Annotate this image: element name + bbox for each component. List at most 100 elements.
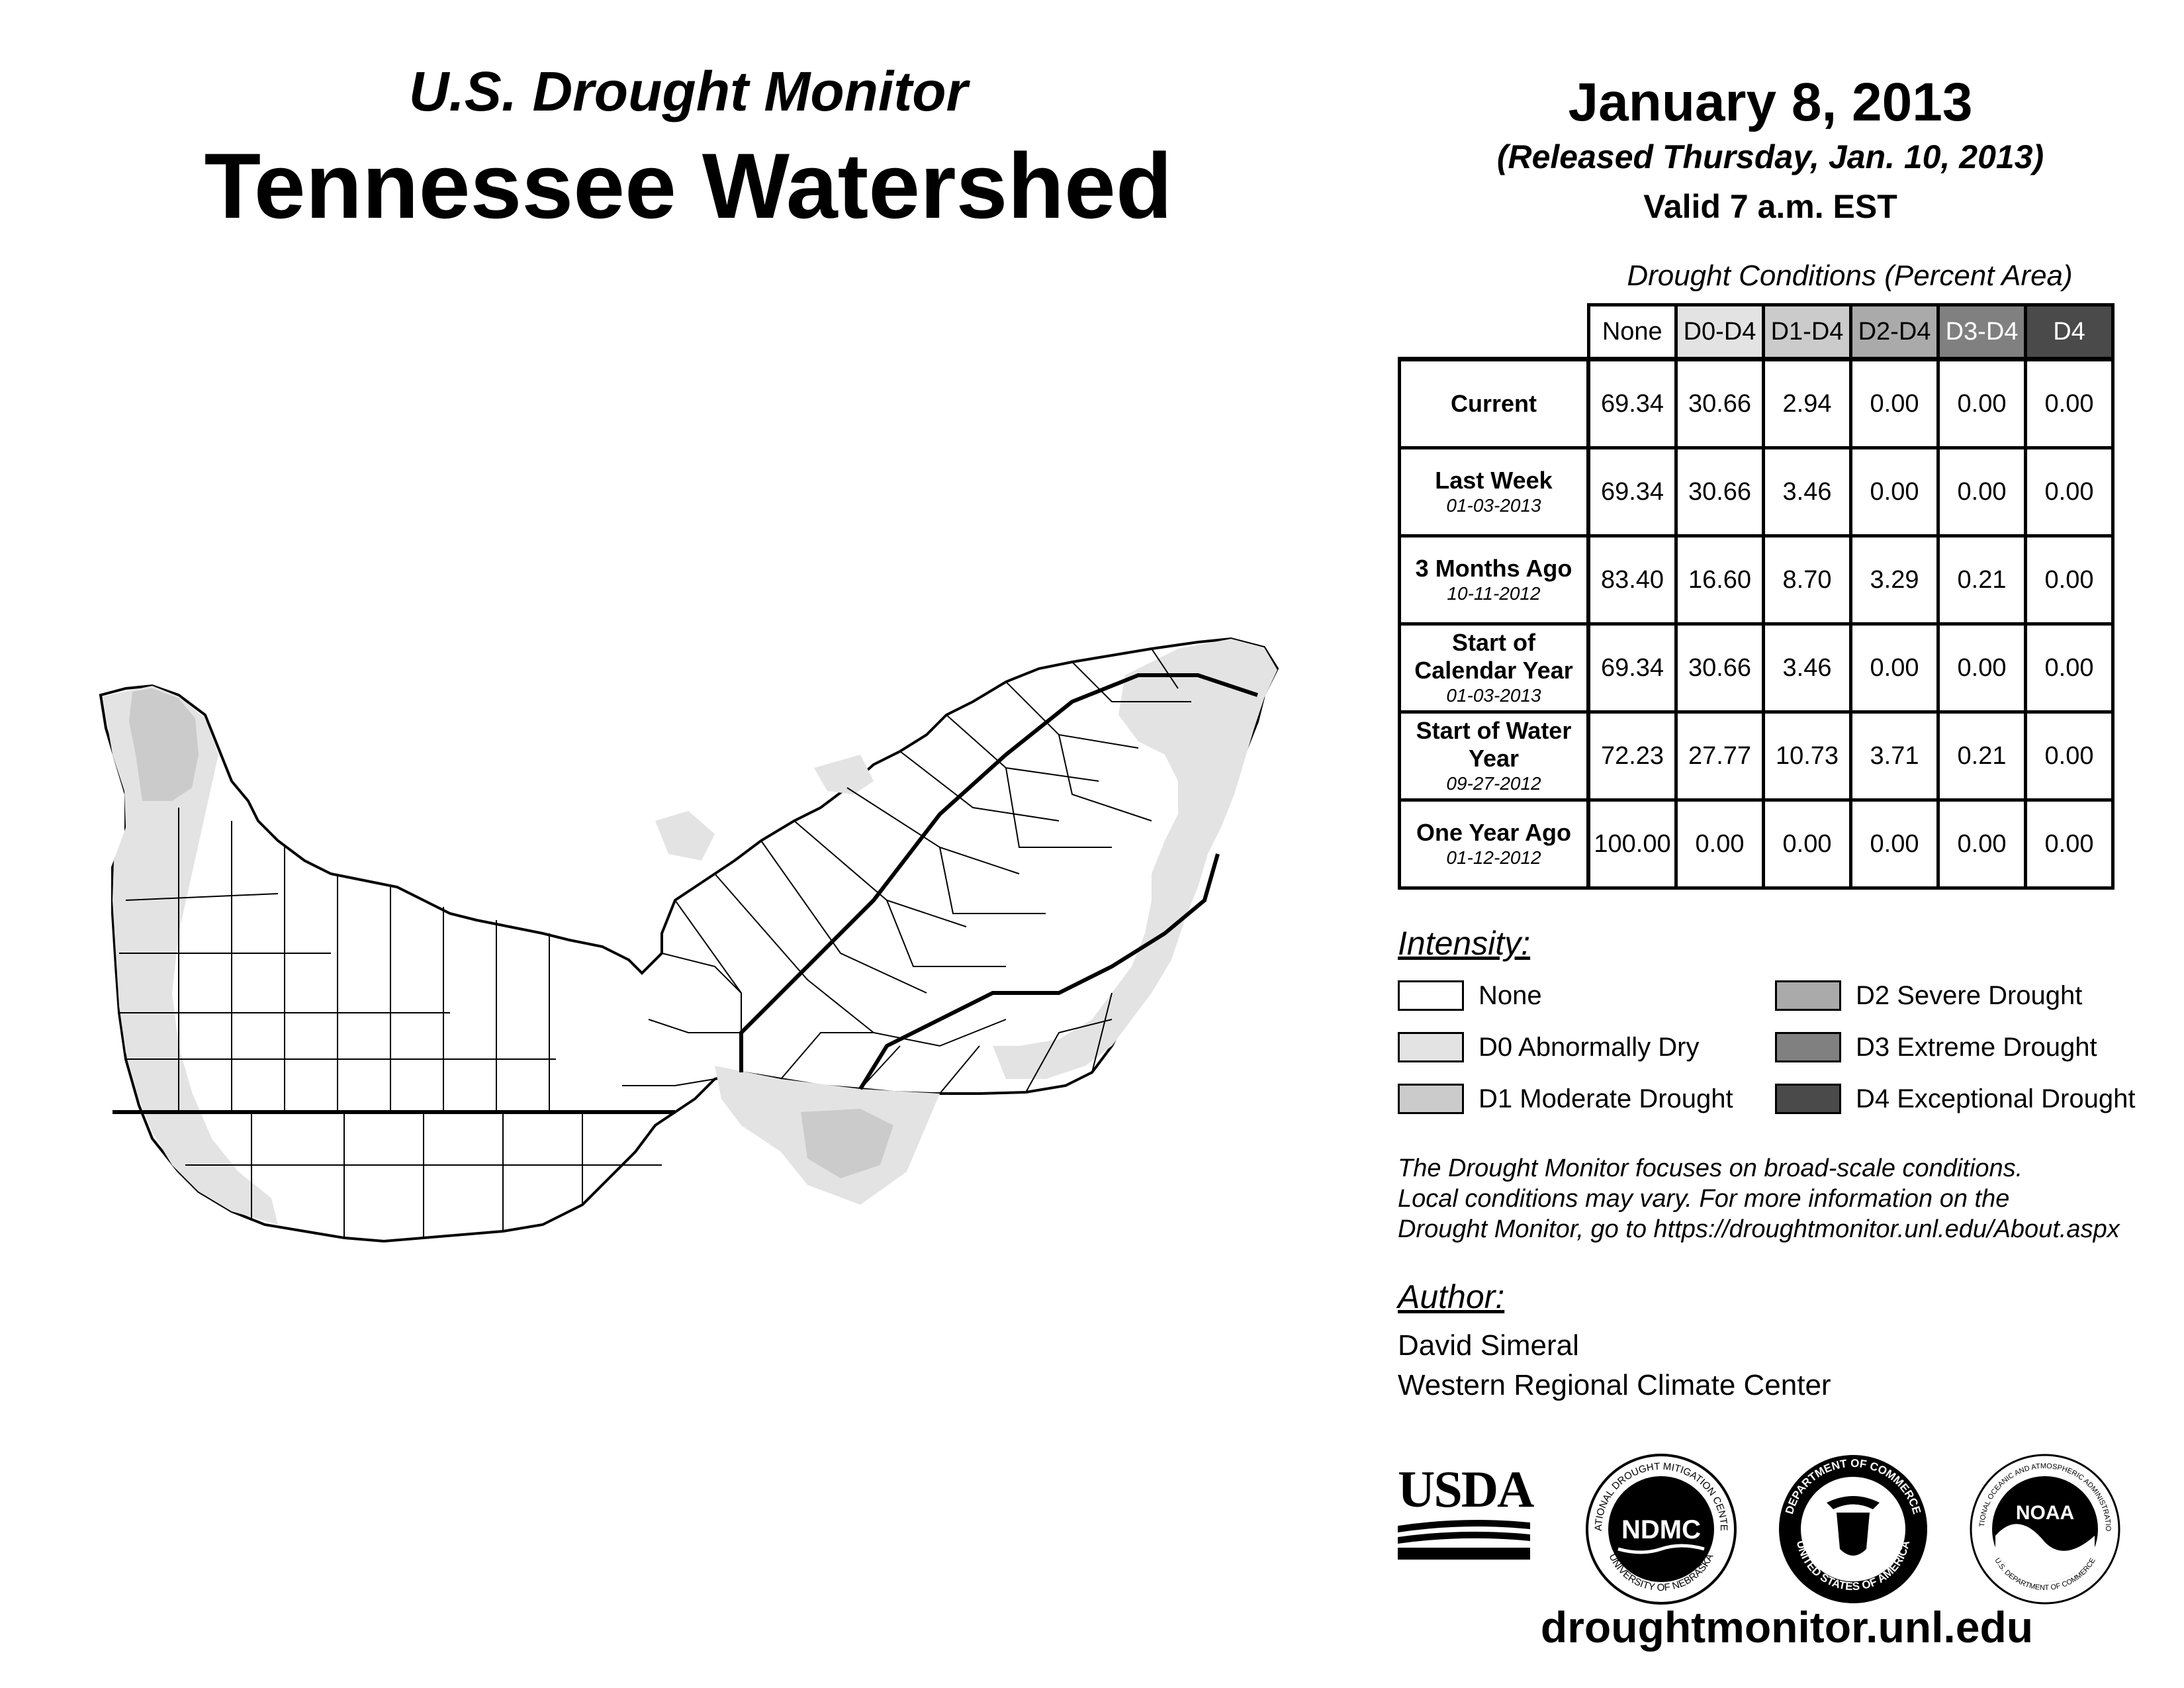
table-cell: 0.00	[2024, 622, 2115, 714]
table-cell: 0.00	[2024, 446, 2115, 538]
table-cell: 8.70	[1762, 534, 1852, 626]
author-title: Author:	[1398, 1278, 1505, 1315]
ndmc-logo: NDMC NATIONAL DROUGHT MITIGATION CENTER …	[1582, 1450, 1737, 1605]
table-row: One Year Ago 01-12-2012 100.00 0.00 0.00 …	[1398, 798, 2115, 890]
legend-label: None	[1479, 980, 1542, 1010]
table-cell: 0.00	[1674, 798, 1765, 890]
table-cell: 0.00	[2024, 710, 2115, 802]
legend-item-d0: D0 Abnormally Dry	[1398, 1030, 1699, 1064]
watershed-map	[99, 637, 1279, 1243]
usda-logo-text: USDA	[1398, 1460, 1534, 1518]
table-row: Start of Calendar Year 01-03-2013 69.34 3…	[1398, 622, 2115, 714]
table-cell: 69.34	[1586, 622, 1678, 714]
table-cell: 0.00	[1936, 622, 2027, 714]
state-lines	[113, 673, 1258, 1114]
legend-swatch	[1398, 1032, 1464, 1062]
legend-item-none: None	[1398, 978, 1542, 1013]
map-subtitle: U.S. Drought Monitor	[408, 60, 968, 122]
usda-logo: USDA	[1398, 1460, 1534, 1562]
legend-item-d2: D2 Severe Drought	[1775, 978, 2082, 1013]
table-cell: 2.94	[1762, 357, 1852, 449]
table-caption: Drought Conditions (Percent Area)	[1627, 259, 2073, 292]
table-cell: 0.00	[2024, 357, 2115, 449]
author-org: Western Regional Climate Center	[1398, 1369, 1831, 1401]
table-cell: 83.40	[1586, 534, 1678, 626]
legend-item-d4: D4 Exceptional Drought	[1775, 1082, 2135, 1116]
footer-url: droughtmonitor.unl.edu	[1540, 1603, 2034, 1652]
col-header-d1-d4: D1-D4	[1762, 303, 1852, 361]
usda-logo-mark	[1398, 1520, 1530, 1560]
table-cell: 0.00	[2024, 534, 2115, 626]
legend-item-d1: D1 Moderate Drought	[1398, 1082, 1733, 1116]
col-header-d2-d4: D2-D4	[1849, 303, 1940, 361]
row-label: One Year Ago 01-12-2012	[1398, 798, 1590, 890]
row-label: 3 Months Ago 10-11-2012	[1398, 534, 1590, 626]
release-date: (Released Thursday, Jan. 10, 2013)	[1496, 138, 2044, 175]
table-corner	[1399, 305, 1588, 361]
legend-label: D2 Severe Drought	[1856, 980, 2083, 1010]
map-title: Tennessee Watershed	[204, 134, 1173, 238]
legend-swatch	[1398, 1084, 1464, 1114]
table-cell: 0.21	[1936, 710, 2027, 802]
col-header-d0-d4: D0-D4	[1674, 303, 1765, 361]
legend-label: D0 Abnormally Dry	[1479, 1032, 1700, 1062]
legend-swatch	[1775, 1084, 1841, 1114]
table-cell: 72.23	[1586, 710, 1678, 802]
row-label: Current	[1398, 357, 1590, 449]
watershed-outline	[99, 637, 1279, 1243]
table-cell: 0.00	[1849, 446, 1940, 538]
svg-text:NDMC: NDMC	[1621, 1515, 1701, 1544]
table-cell: 0.00	[1936, 357, 2027, 449]
drought-conditions-table: None D0-D4 D1-D4 D2-D4 D3-D4 D4 Current …	[1398, 303, 2115, 890]
table-cell: 30.66	[1674, 446, 1765, 538]
disclaimer-note: The Drought Monitor focuses on broad-sca…	[1398, 1153, 2179, 1244]
table-row: 3 Months Ago 10-11-2012 83.40 16.60 8.70 …	[1398, 534, 2115, 626]
col-header-d3-d4: D3-D4	[1936, 303, 2027, 361]
row-label: Start of Calendar Year 01-03-2013	[1398, 622, 1590, 714]
author-name: David Simeral	[1398, 1329, 1579, 1362]
legend-label: D3 Extreme Drought	[1856, 1032, 2097, 1062]
table-cell: 0.00	[1849, 357, 1940, 449]
row-label: Start of Water Year 09-27-2012	[1398, 710, 1590, 802]
table-cell: 30.66	[1674, 357, 1765, 449]
legend-title: Intensity:	[1398, 925, 1531, 962]
table-cell: 100.00	[1586, 798, 1678, 890]
note-line: Drought Monitor, go to https://droughtmo…	[1398, 1215, 2120, 1243]
table-cell: 69.34	[1586, 446, 1678, 538]
legend-swatch	[1775, 1032, 1841, 1062]
table-cell: 3.46	[1762, 622, 1852, 714]
row-label: Last Week 01-03-2013	[1398, 446, 1590, 538]
map-date: January 8, 2013	[1568, 72, 1973, 132]
table-cell: 0.00	[1936, 798, 2027, 890]
legend-item-d3: D3 Extreme Drought	[1775, 1030, 2097, 1064]
county-lines	[119, 648, 1191, 1238]
table-cell: 0.00	[1849, 622, 1940, 714]
commerce-logo: DEPARTMENT OF COMMERCE UNITED STATES OF …	[1779, 1455, 1927, 1603]
svg-text:NOAA: NOAA	[2016, 1502, 2074, 1524]
legend-swatch	[1398, 980, 1464, 1011]
col-header-d4: D4	[2024, 303, 2115, 361]
table-cell: 0.00	[1936, 446, 2027, 538]
table-cell: 0.00	[1762, 798, 1852, 890]
legend-label: D4 Exceptional Drought	[1856, 1084, 2136, 1113]
legend-label: D1 Moderate Drought	[1479, 1084, 1733, 1113]
d1-areas	[129, 688, 893, 1178]
valid-time: Valid 7 a.m. EST	[1643, 188, 1897, 225]
table-cell: 27.77	[1674, 710, 1765, 802]
table-cell: 3.29	[1849, 534, 1940, 626]
note-line: The Drought Monitor focuses on broad-sca…	[1398, 1154, 2023, 1182]
table-cell: 3.46	[1762, 446, 1852, 538]
table-row: Current 69.34 30.66 2.94 0.00 0.00 0.00	[1398, 357, 2115, 449]
table-cell: 0.00	[1849, 798, 1940, 890]
noaa-logo: NOAA NATIONAL OCEANIC AND ATMOSPHERIC AD…	[1966, 1450, 2120, 1605]
table-cell: 0.21	[1936, 534, 2027, 626]
note-line: Local conditions may vary. For more info…	[1398, 1185, 2010, 1213]
table-cell: 69.34	[1586, 357, 1678, 449]
legend-swatch	[1775, 980, 1841, 1011]
table-cell: 3.71	[1849, 710, 1940, 802]
col-header-none: None	[1586, 303, 1678, 361]
table-cell: 30.66	[1674, 622, 1765, 714]
table-cell: 16.60	[1674, 534, 1765, 626]
table-cell: 10.73	[1762, 710, 1852, 802]
table-row: Start of Water Year 09-27-2012 72.23 27.7…	[1398, 710, 2115, 802]
